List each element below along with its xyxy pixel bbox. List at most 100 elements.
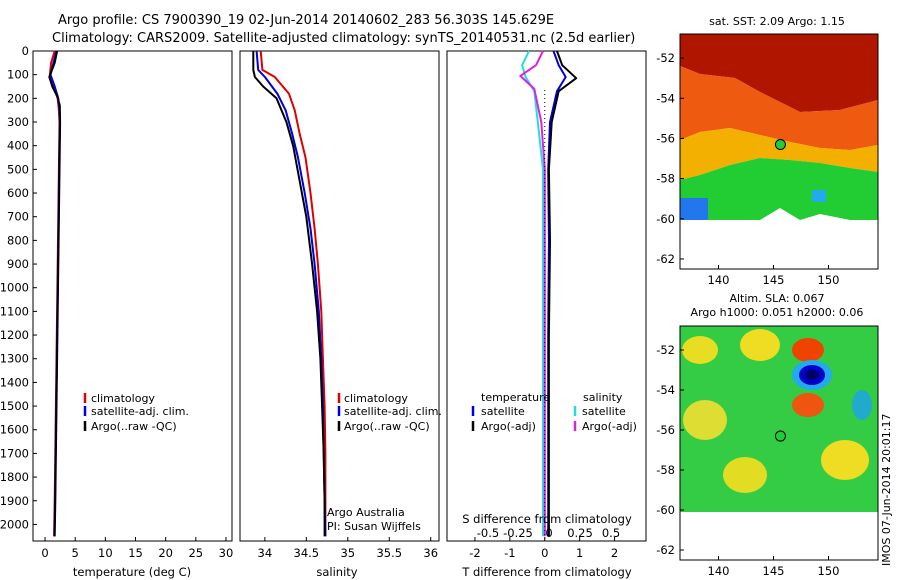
y-tick-label: 500 <box>7 162 29 176</box>
lat-tick-label: -62 <box>656 252 675 266</box>
lat-tick-label: -56 <box>656 423 675 437</box>
y-tick-label: 1600 <box>0 423 29 437</box>
sla-blob <box>723 457 767 493</box>
y-tick-label: 1400 <box>0 375 29 389</box>
x-tick-label: 35.5 <box>376 546 402 560</box>
lat-tick-label: -58 <box>656 463 675 477</box>
lon-tick-label: 145 <box>763 564 785 578</box>
argo-float-marker <box>774 430 786 442</box>
series-line-climatology <box>259 50 327 537</box>
top-tick-label: -0.5 <box>477 526 499 540</box>
sla-blob <box>821 440 869 480</box>
y-tick-label: 100 <box>7 68 29 82</box>
difference-x-label: T difference from climatology <box>461 565 632 579</box>
series-line-temperature-argo-adj <box>547 50 578 537</box>
salinity-series <box>252 50 327 537</box>
credit-line1: Argo Australia <box>327 506 405 519</box>
x-tick-label: 34 <box>258 546 273 560</box>
legend-label-temp-argo: Argo(-adj) <box>481 420 536 433</box>
series-line-salinity-satellite <box>521 50 544 537</box>
temperature-legend: climatology satellite-adj. clim. Argo(..… <box>83 392 189 433</box>
legend-label-satellite-adj: satellite-adj. clim. <box>344 405 442 418</box>
legend-label-climatology: climatology <box>344 392 408 405</box>
lat-tick-label: -60 <box>656 503 675 517</box>
lat-tick-label: -54 <box>656 383 675 397</box>
y-tick-label: 1500 <box>0 399 29 413</box>
x-tick-label: -2 <box>469 546 480 560</box>
legend-header-temperature: temperature <box>481 391 550 404</box>
sla-heatmap <box>680 326 878 512</box>
credit-line2: PI: Susan Wijffels <box>327 520 421 533</box>
timestamp-stamp: IMOS 07-Jun-2014 20:01:17 <box>880 413 893 566</box>
legend-label-argo: Argo(..raw -QC) <box>91 420 177 433</box>
sla-low-anomaly <box>852 390 872 420</box>
x-tick-label: 15 <box>128 546 143 560</box>
sla-map-frame <box>679 325 879 561</box>
y-tick-label: 1300 <box>0 352 29 366</box>
x-tick-label: 25 <box>188 546 203 560</box>
y-tick-label: 0 <box>22 44 29 58</box>
legend-header-salinity: salinity <box>583 391 623 404</box>
figure-title-line1: Argo profile: CS 7900390_19 02-Jun-2014 … <box>58 13 554 28</box>
sla-map-title-line1: Altim. SLA: 0.067 <box>729 292 824 305</box>
lon-tick-label: 150 <box>818 564 840 578</box>
y-tick-label: 200 <box>7 91 29 105</box>
sst-map-title: sat. SST: 2.09 Argo: 1.15 <box>709 15 845 28</box>
sla-blob <box>740 329 780 361</box>
series-line-argo-raw-qc <box>48 50 62 537</box>
y-tick-label: 700 <box>7 210 29 224</box>
sla-blob <box>682 336 718 364</box>
lat-tick-label: -54 <box>656 91 675 105</box>
lon-tick-label: 145 <box>763 273 785 287</box>
lon-tick-label: 150 <box>818 273 840 287</box>
x-tick-label: 20 <box>158 546 173 560</box>
x-tick-label: 34.5 <box>294 546 320 560</box>
sst-warm-band <box>680 34 878 112</box>
legend-label-climatology: climatology <box>91 392 155 405</box>
sst-map-axes: 140 145 150 -52 -54 -56 -58 -60 -62 <box>656 51 839 287</box>
top-tick-label: 0.25 <box>567 526 593 540</box>
temperature-plot-frame <box>32 50 233 542</box>
legend-label-satellite-adj: satellite-adj. clim. <box>91 405 189 418</box>
x-tick-label: 2 <box>611 546 618 560</box>
difference-plot-frame <box>446 50 647 542</box>
y-tick-label: 400 <box>7 139 29 153</box>
x-tick-label: 10 <box>98 546 113 560</box>
figure-title-line2: Climatology: CARS2009. Satellite-adjuste… <box>52 31 635 46</box>
y-tick-label: 1000 <box>0 281 29 295</box>
temperature-series <box>48 50 62 537</box>
argo-float-marker <box>774 139 786 151</box>
depth-axis-ticks: 0 100 200 300 400 500 600 700 800 900 1000 1100 1200… <box>0 44 37 531</box>
salinity-plot-frame <box>239 50 440 542</box>
sst-cold-patch <box>812 190 826 202</box>
difference-x-ticks: -2 -1 0 1 2 <box>469 537 618 560</box>
y-tick-label: 800 <box>7 233 29 247</box>
lat-tick-label: -52 <box>656 343 675 357</box>
x-tick-label: 0 <box>41 546 48 560</box>
salinity-x-ticks: 34 34.5 35 35.5 36 <box>258 537 438 560</box>
lon-tick-label: 140 <box>708 564 730 578</box>
temperature-x-label: temperature (deg C) <box>73 565 191 579</box>
x-tick-label: 30 <box>219 546 234 560</box>
x-tick-label: 36 <box>423 546 438 560</box>
temperature-x-ticks: 0 5 10 15 20 25 30 <box>41 537 233 560</box>
sst-green-band <box>680 158 878 220</box>
x-tick-label: 5 <box>72 546 79 560</box>
y-tick-label: 1200 <box>0 328 29 342</box>
x-tick-label: -1 <box>504 546 515 560</box>
y-tick-label: 300 <box>7 115 29 129</box>
legend-label-sal-satellite: satellite <box>582 405 626 418</box>
x-tick-label: 0 <box>541 546 548 560</box>
x-tick-label: 1 <box>576 546 583 560</box>
top-tick-label: -0.25 <box>503 526 533 540</box>
lat-tick-label: -58 <box>656 172 675 186</box>
sla-map-axes: 140 145 150 -52 -54 -56 -58 -60 -62 <box>656 343 839 578</box>
top-tick-label: 0.5 <box>602 526 620 540</box>
lat-tick-label: -56 <box>656 131 675 145</box>
lat-tick-label: -60 <box>656 212 675 226</box>
legend-label-sal-argo: Argo(-adj) <box>582 420 637 433</box>
sla-blob <box>683 400 727 440</box>
x-tick-label: 35 <box>340 546 355 560</box>
y-tick-label: 600 <box>7 186 29 200</box>
